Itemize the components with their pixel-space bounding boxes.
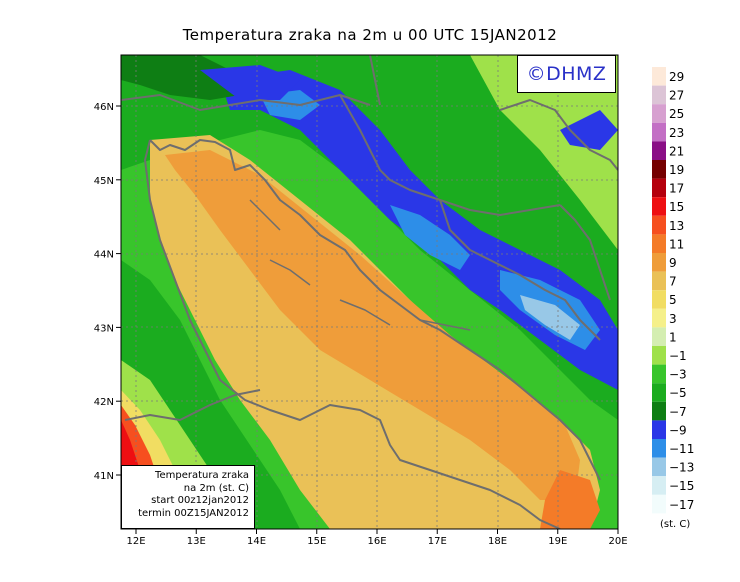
info-line-4: termin 00Z15JAN2012 (138, 507, 249, 519)
colorbar: 29 27 25 23 21 19 17 15 13 11 9 7 5 3 1 −1 −3 −5 −7 −9 −11 −1… (652, 67, 694, 514)
x-tick-label: 20E (608, 536, 627, 547)
colorbar-label: 5 (669, 293, 677, 307)
x-tick-label: 18E (488, 536, 507, 547)
y-tick-label: 44N (94, 250, 114, 261)
colorbar-label: −15 (669, 479, 694, 493)
colorbar-label: 1 (669, 330, 677, 344)
map-title: Temperatura zraka na 2m u 00 UTC 15JAN20… (182, 26, 558, 44)
x-tick-label: 15E (307, 536, 326, 547)
colorbar-swatch (652, 476, 666, 495)
colorbar-label: 19 (669, 163, 684, 177)
info-box: Temperatura zraka na 2m (st. C) start 00… (121, 465, 255, 529)
y-tick-label: 42N (94, 397, 114, 408)
colorbar-swatch (652, 85, 666, 105)
info-line-3: start 00z12jan2012 (151, 495, 249, 506)
colorbar-swatch (652, 383, 666, 402)
colorbar-swatch (652, 494, 666, 514)
x-tick-label: 19E (548, 536, 567, 547)
colorbar-label: −1 (669, 349, 687, 363)
colorbar-unit: (st. C) (660, 519, 691, 530)
colorbar-swatch (652, 197, 666, 216)
temperature-field (121, 55, 618, 529)
colorbar-label: −11 (669, 442, 694, 456)
x-tick-label: 17E (428, 536, 447, 547)
dhmz-logo: ©DHMZ (517, 55, 616, 93)
colorbar-label: 13 (669, 219, 684, 233)
x-tick-label: 12E (126, 536, 145, 547)
colorbar-swatch (652, 420, 666, 439)
colorbar-swatch (652, 271, 666, 291)
colorbar-label: −17 (669, 498, 694, 512)
colorbar-label: 11 (669, 237, 684, 251)
info-line-1: Temperatura zraka (155, 470, 249, 481)
colorbar-label: 23 (669, 126, 684, 140)
colorbar-label: 27 (669, 89, 684, 103)
colorbar-swatch (652, 67, 666, 86)
x-tick-label: 14E (247, 536, 266, 547)
colorbar-swatch (652, 439, 666, 458)
x-tick-label: 13E (187, 536, 206, 547)
colorbar-label: 21 (669, 144, 684, 158)
colorbar-label: −9 (669, 423, 687, 437)
colorbar-swatch (652, 215, 666, 235)
colorbar-label: 17 (669, 182, 684, 196)
y-tick-label: 43N (94, 323, 114, 334)
colorbar-swatch (652, 178, 666, 198)
colorbar-swatch (652, 122, 666, 142)
y-tick-label: 46N (94, 102, 114, 113)
colorbar-label: 7 (669, 275, 677, 289)
x-axis: 12E 13E 14E 15E 16E 17E 18E 19E 20E (126, 529, 628, 547)
info-line-2: na 2m (st. C) (183, 482, 249, 494)
colorbar-swatch (652, 160, 666, 179)
colorbar-label: −5 (669, 386, 687, 400)
colorbar-swatch (652, 346, 666, 365)
colorbar-swatch (652, 457, 666, 477)
colorbar-swatch (652, 364, 666, 384)
colorbar-label: −13 (669, 461, 694, 475)
colorbar-label: 9 (669, 256, 677, 270)
colorbar-label: 15 (669, 200, 684, 214)
y-tick-label: 41N (94, 471, 114, 482)
colorbar-label: 3 (669, 312, 677, 326)
colorbar-swatch (652, 401, 666, 421)
colorbar-swatch (652, 253, 666, 272)
colorbar-swatch (652, 234, 666, 253)
colorbar-swatch (652, 141, 666, 160)
x-tick-label: 16E (367, 536, 386, 547)
colorbar-swatch (652, 308, 666, 328)
colorbar-label: 25 (669, 107, 684, 121)
y-axis: 46N 45N 44N 43N 42N 41N (94, 102, 121, 482)
y-tick-label: 45N (94, 176, 114, 187)
colorbar-label: 29 (669, 70, 684, 84)
colorbar-swatch (652, 290, 666, 309)
colorbar-label: −3 (669, 368, 687, 382)
colorbar-swatch (652, 104, 666, 123)
colorbar-swatch (652, 327, 666, 346)
colorbar-label: −7 (669, 405, 687, 419)
